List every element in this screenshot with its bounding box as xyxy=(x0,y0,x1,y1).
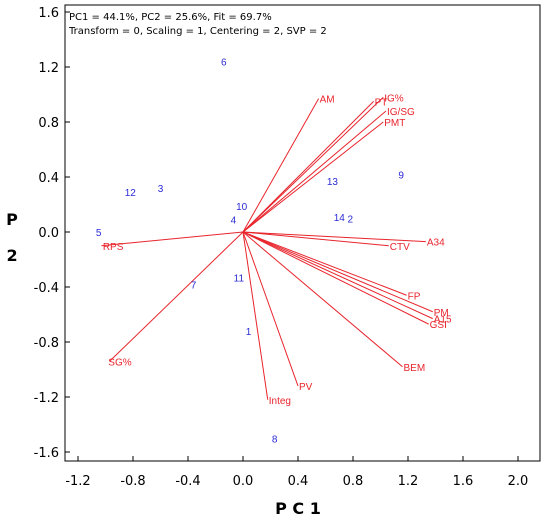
vector-line-ctv xyxy=(242,231,389,247)
x-tick-label: -0.4 xyxy=(175,474,200,489)
vector-line-fp xyxy=(242,231,407,296)
x-axis-title: P C 1 xyxy=(275,499,321,518)
plot-frame xyxy=(64,4,541,462)
observation-point-3: 3 xyxy=(158,184,164,195)
vector-label: PM xyxy=(434,308,449,319)
vector-label: GSI xyxy=(430,320,447,331)
x-tick-label: 1.2 xyxy=(398,474,419,489)
y-tick-label: -0.8 xyxy=(34,336,59,351)
vector-line-bem xyxy=(242,231,403,368)
vector-label: AM xyxy=(320,95,335,106)
observation-point-14: 14 xyxy=(334,213,346,224)
vector-line-pm xyxy=(242,231,433,313)
vector-line-pt xyxy=(242,101,374,233)
x-tick-label: 0.0 xyxy=(233,474,254,489)
vector-label: CTV xyxy=(390,242,410,253)
vector-line-pv xyxy=(242,231,299,387)
y-tick-label: -1.6 xyxy=(34,446,59,461)
x-axis-ticks: -1.2 -0.8 -0.4 0.0 0.4 0.8 1.2 1.6 2.0 xyxy=(65,456,528,489)
x-tick-label: 1.6 xyxy=(453,474,474,489)
info-line-1: PC1 = 44.1%, PC2 = 25.6%, Fit = 69.7% xyxy=(69,12,272,23)
observation-point-6: 6 xyxy=(221,58,227,69)
y-tick-label: 1.6 xyxy=(38,6,59,21)
vector-label: A15 xyxy=(434,315,452,326)
vector-line-ig xyxy=(242,96,384,233)
y-tick-label: -1.2 xyxy=(34,391,59,406)
observation-point-2: 2 xyxy=(347,214,353,225)
y-axis-title: P 2 xyxy=(6,210,18,265)
x-tick-label: -1.2 xyxy=(65,474,90,489)
y-tick-label: 0.0 xyxy=(38,226,59,241)
observation-point-12: 12 xyxy=(125,188,137,199)
vector-label: IG/SG xyxy=(387,107,415,118)
y-axis-title-letter-1: P xyxy=(6,210,18,229)
vector-line-pmt xyxy=(242,121,384,233)
observation-point-11: 11 xyxy=(234,273,245,284)
y-axis-ticks: 1.6 1.2 0.8 0.4 0.0 -0.4 -0.8 -1.2 -1.6 xyxy=(34,6,70,461)
y-tick-label: -0.4 xyxy=(34,281,59,296)
x-tick-label: 0.8 xyxy=(343,474,364,489)
y-axis-title-letter-2: 2 xyxy=(6,246,17,265)
vector-line-integ xyxy=(242,231,269,400)
observation-point-4: 4 xyxy=(231,216,237,227)
x-tick-label: -0.8 xyxy=(120,474,145,489)
observation-point-5: 5 xyxy=(96,228,102,239)
vector-line-am xyxy=(242,98,320,233)
vector-label: IG% xyxy=(384,93,404,104)
vector-line-gsi xyxy=(242,231,429,325)
vector-line-a34 xyxy=(242,231,426,243)
observation-point-1: 1 xyxy=(246,327,252,338)
y-tick-label: 0.8 xyxy=(38,116,59,131)
vector-line-rps xyxy=(101,231,244,247)
vector-label: SG% xyxy=(108,357,131,368)
vector-label: BEM xyxy=(404,363,426,374)
vector-label: PT xyxy=(375,97,388,108)
observation-point-9: 9 xyxy=(398,170,404,181)
info-line-2: Transform = 0, Scaling = 1, Centering = … xyxy=(68,26,327,37)
observation-point-10: 10 xyxy=(236,202,248,213)
observation-point-8: 8 xyxy=(272,434,278,445)
observation-point-13: 13 xyxy=(327,177,339,188)
vector-label: Integ xyxy=(269,396,291,407)
vector-line-a15 xyxy=(242,231,433,320)
vector-label: A34 xyxy=(427,238,445,249)
vector-label: RPS xyxy=(103,242,124,253)
y-tick-label: 0.4 xyxy=(38,171,59,186)
vector-label: FP xyxy=(408,291,421,302)
y-tick-label: 1.2 xyxy=(38,61,59,76)
vector-label: PV xyxy=(299,382,313,393)
x-tick-label: 2.0 xyxy=(508,474,529,489)
x-tick-label: 0.4 xyxy=(288,474,309,489)
vector-label: PMT xyxy=(384,118,405,129)
observation-point-7: 7 xyxy=(191,280,197,291)
vector-line-igsg xyxy=(242,110,387,233)
vector-line-sg xyxy=(109,231,244,362)
